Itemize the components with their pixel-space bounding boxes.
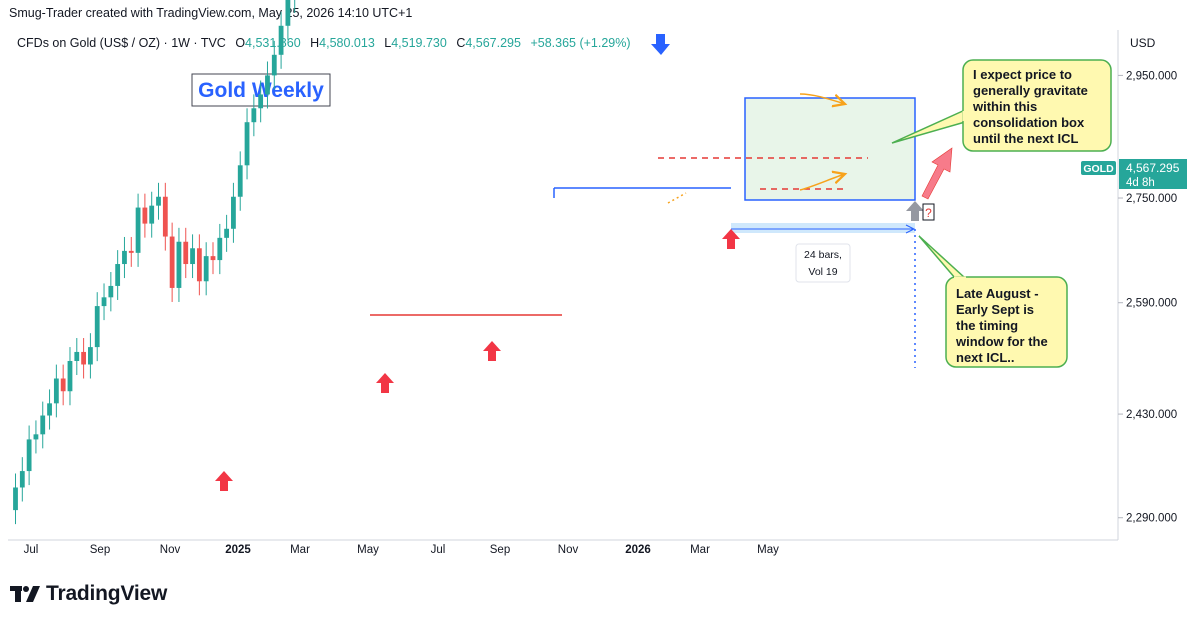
candle-body[interactable] xyxy=(231,196,236,229)
candle-body[interactable] xyxy=(224,228,230,238)
time-tick-label: Nov xyxy=(558,544,579,556)
note-pointer-timing xyxy=(918,235,967,279)
candle-body[interactable] xyxy=(135,207,141,253)
date-range-band[interactable] xyxy=(731,223,915,233)
red-up-arrow[interactable] xyxy=(722,229,740,249)
candle-body[interactable] xyxy=(176,241,182,288)
price-tick-label: 2,430.000 xyxy=(1126,409,1177,421)
last-price-countdown: 4d 8h xyxy=(1126,177,1155,189)
red-up-arrow[interactable] xyxy=(215,471,233,491)
price-tick-label: 2,750.000 xyxy=(1126,193,1177,205)
candle-body[interactable] xyxy=(108,285,114,298)
candle-body[interactable] xyxy=(33,434,39,440)
question-mark: ? xyxy=(925,206,932,220)
time-tick-label: Nov xyxy=(160,544,181,556)
blue-down-arrow[interactable] xyxy=(651,34,670,55)
candle-body[interactable] xyxy=(115,264,121,286)
candle-body[interactable] xyxy=(149,205,155,224)
candle-body[interactable] xyxy=(244,122,250,166)
candle-body[interactable] xyxy=(285,0,291,26)
candle-body[interactable] xyxy=(88,347,93,365)
red-up-arrow[interactable] xyxy=(483,341,501,361)
time-tick-label: Jul xyxy=(431,544,446,556)
question-mark-box xyxy=(922,203,935,221)
candle-body[interactable] xyxy=(26,439,32,472)
candlestick-series[interactable] xyxy=(13,0,733,525)
candle-body[interactable] xyxy=(196,248,202,282)
candle-body[interactable] xyxy=(237,165,243,197)
orange-arrow-upper[interactable] xyxy=(799,93,845,104)
candle-body[interactable] xyxy=(47,403,52,416)
candle-body[interactable] xyxy=(142,207,148,224)
candle-body[interactable] xyxy=(271,54,277,76)
pink-diagonal-arrow[interactable] xyxy=(921,147,953,200)
candle-body[interactable] xyxy=(122,250,127,265)
candle-body[interactable] xyxy=(251,108,257,123)
candle-body[interactable] xyxy=(13,487,18,511)
price-tick-label: 2,950.000 xyxy=(1126,70,1177,82)
candle-body[interactable] xyxy=(81,351,86,365)
candle-body[interactable] xyxy=(169,236,175,288)
candle-body[interactable] xyxy=(190,248,195,265)
last-price-value: 4,567.295 xyxy=(1126,161,1180,175)
candle-body[interactable] xyxy=(40,415,46,435)
last-price-symbol: GOLD xyxy=(1083,163,1114,175)
note-box-consolidation[interactable] xyxy=(962,59,1112,152)
time-tick-label: May xyxy=(757,544,779,556)
candle-body[interactable] xyxy=(162,196,168,237)
candle-body[interactable] xyxy=(210,256,216,261)
candle-body[interactable] xyxy=(101,297,107,307)
grey-up-arrow[interactable] xyxy=(906,201,924,221)
time-tick-label: Sep xyxy=(490,544,510,556)
candle-body[interactable] xyxy=(128,250,134,253)
tradingview-wordmark: TradingView xyxy=(46,582,168,605)
ohlc-legend: CFDs on Gold (US$ / OZ) · 1W · TVC O4,53… xyxy=(17,36,631,50)
time-tick-label: Mar xyxy=(690,544,710,556)
note-text-consolidation: I expect price to generally gravitate wi… xyxy=(972,67,1092,146)
price-axis[interactable]: 5,250.0004,850.0004,050.0003,650.0003,35… xyxy=(1118,0,1177,525)
candle-body[interactable] xyxy=(183,241,189,265)
price-tick-label: 2,590.000 xyxy=(1126,298,1177,310)
candle-body[interactable] xyxy=(60,378,66,392)
measure-bars-text: 24 bars, xyxy=(804,249,842,261)
last-price-tag: GOLD 4,567.295 4d 8h xyxy=(1081,159,1187,189)
consolidation-box[interactable] xyxy=(744,97,916,201)
note-text-timing: Late August - Early Sept is the timing w… xyxy=(955,286,1051,365)
candle-body[interactable] xyxy=(19,471,25,488)
candle-body[interactable] xyxy=(203,256,209,282)
note-box-timing[interactable] xyxy=(945,276,1068,368)
candle-body[interactable] xyxy=(217,237,223,261)
time-tick-label: 2026 xyxy=(625,544,651,556)
time-axis[interactable]: Jul Sep Nov 2025 Mar May Jul Sep Nov 2026 Mar May xyxy=(24,544,779,556)
tradingview-logo-icon xyxy=(10,586,40,602)
tradingview-brand[interactable]: TradingView xyxy=(10,582,167,606)
time-tick-label: Sep xyxy=(90,544,110,556)
red-up-arrow[interactable] xyxy=(376,373,394,393)
candle-body[interactable] xyxy=(94,306,100,348)
candle-body[interactable] xyxy=(258,94,264,109)
time-tick-label: 2025 xyxy=(225,544,251,556)
currency-label: USD xyxy=(1130,36,1156,50)
date-range-arrow xyxy=(905,224,916,234)
chart-attribution: Smug-Trader created with TradingView.com… xyxy=(9,6,413,20)
price-tick-label: 2,290.000 xyxy=(1126,513,1177,525)
measure-label-box xyxy=(795,243,851,283)
candle-body[interactable] xyxy=(156,196,161,206)
candle-body[interactable] xyxy=(53,378,59,404)
candle-body[interactable] xyxy=(278,25,284,55)
time-tick-label: May xyxy=(357,544,379,556)
measure-vol-text: Vol 19 xyxy=(808,266,837,278)
time-tick-label: Jul xyxy=(24,544,39,556)
candle-body[interactable] xyxy=(74,351,80,361)
candle-body[interactable] xyxy=(265,75,270,95)
candle-body[interactable] xyxy=(67,360,73,392)
orange-arrow-lower[interactable] xyxy=(799,174,845,191)
time-tick-label: Mar xyxy=(290,544,310,556)
dotted-trend-segment xyxy=(667,192,687,204)
